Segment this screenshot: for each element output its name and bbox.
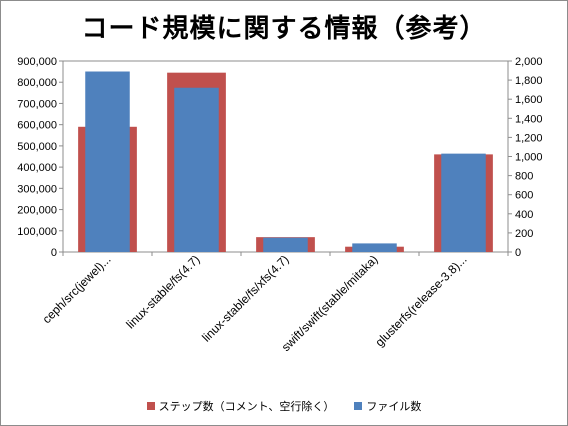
chart-title: コード規模に関する情報（参考）: [81, 14, 487, 44]
right-axis-tick-label: 600: [515, 190, 533, 202]
legend-label-steps: ステップ数（コメント、空行除く）: [158, 400, 335, 413]
right-axis-tick-label: 200: [515, 228, 533, 240]
legend-label-files: ファイル数: [366, 400, 422, 413]
left-axis-tick-label: 200,000: [17, 205, 57, 217]
left-axis-tick-label: 0: [51, 247, 57, 259]
category-label: linux-stable/fs/xfs(4.7): [199, 252, 291, 344]
left-axis-tick-label: 600,000: [17, 120, 57, 132]
bar-files: [263, 237, 308, 252]
legend-swatch-files: [354, 402, 363, 410]
right-axis-tick-label: 400: [515, 209, 533, 221]
bar-files: [352, 243, 397, 252]
left-axis-tick-label: 100,000: [17, 226, 57, 238]
bar-files: [85, 71, 130, 252]
right-axis-tick-label: 1,800: [515, 75, 543, 87]
left-axis-tick-label: 400,000: [17, 162, 57, 174]
bar-files: [441, 153, 486, 252]
right-axis-tick-label: 1,200: [515, 132, 543, 144]
left-axis-tick-label: 700,000: [17, 98, 57, 110]
left-axis-tick-label: 500,000: [17, 141, 57, 153]
legend-item-files: ファイル数: [354, 398, 421, 414]
category-label: glusterfs(release-3.8)...: [372, 252, 469, 349]
chart-legend: ステップ数（コメント、空行除く） ファイル数: [0, 398, 568, 414]
category-label: linux-stable/fs(4.7): [123, 252, 202, 331]
chart-bars: [78, 71, 493, 253]
legend-swatch-steps: [146, 402, 155, 410]
right-axis-tick-label: 1,400: [515, 113, 543, 125]
category-label: ceph/src(jewel)...: [40, 252, 114, 326]
bar-files: [174, 87, 219, 253]
right-axis-tick-label: 2,000: [515, 56, 543, 68]
left-axis-tick-label: 300,000: [17, 183, 57, 195]
right-axis-tick-label: 800: [515, 171, 533, 183]
legend-item-steps: ステップ数（コメント、空行除く）: [146, 398, 335, 414]
left-axis-tick-label: 800,000: [17, 77, 57, 89]
left-axis-tick-label: 900,000: [17, 56, 57, 68]
category-label: swift/swift(stable/mitaka): [279, 252, 381, 354]
right-axis-tick-label: 0: [515, 247, 521, 259]
right-axis-tick-label: 1,600: [515, 94, 543, 106]
right-axis-tick-label: 1,000: [515, 152, 543, 164]
